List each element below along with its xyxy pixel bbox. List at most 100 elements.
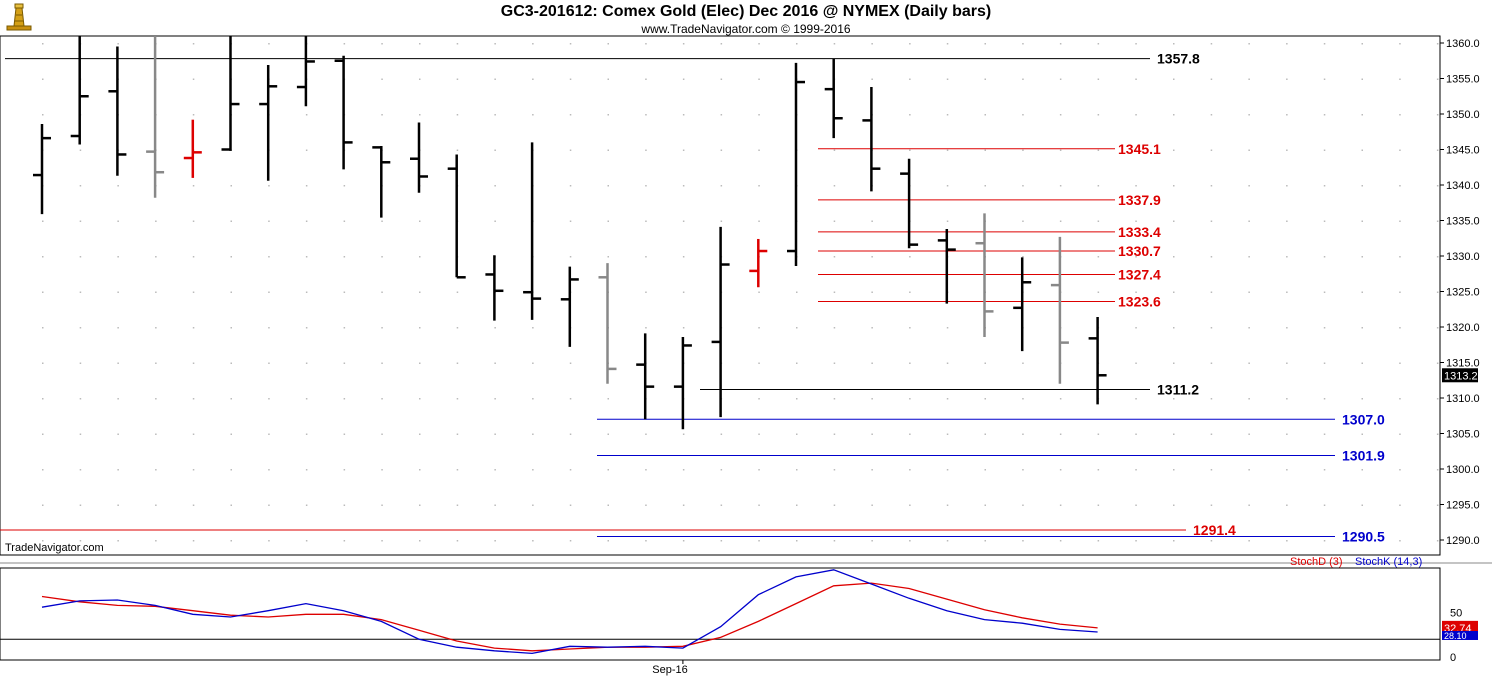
ohlc-bar — [183, 119, 202, 178]
grid-dot — [305, 540, 308, 542]
grid-dot — [1173, 220, 1175, 222]
grid-dot — [1399, 149, 1401, 151]
grid-dot — [1173, 327, 1175, 329]
grid-dot — [192, 43, 195, 45]
grid-dot — [946, 327, 949, 329]
grid-dot — [569, 469, 572, 471]
grid-dot — [419, 327, 421, 329]
grid-dot — [909, 78, 911, 80]
grid-dot — [79, 504, 82, 506]
grid-dot — [268, 540, 270, 542]
grid-dot — [1323, 114, 1326, 116]
grid-dot — [909, 114, 911, 116]
grid-dot — [1059, 149, 1062, 151]
grid-dot — [946, 433, 949, 435]
ohlc-bar — [975, 213, 994, 337]
grid-dot — [1173, 185, 1175, 187]
grid-dot — [1248, 362, 1250, 364]
grid-dot — [532, 327, 534, 329]
grid-dots — [42, 43, 1439, 542]
grid-dot — [343, 185, 346, 187]
price-bars[interactable] — [33, 36, 1107, 430]
price-panel-border — [0, 35, 1441, 556]
ohlc-bar — [673, 336, 692, 430]
grid-dot — [1436, 291, 1439, 293]
grid-dot — [1361, 469, 1363, 471]
grid-dot — [682, 433, 685, 435]
grid-dot — [1173, 78, 1175, 80]
level-label: 1307.0 — [1342, 411, 1385, 427]
grid-dot — [1323, 291, 1326, 293]
grid-dot — [946, 469, 949, 471]
grid-dot — [117, 469, 119, 471]
grid-dot — [796, 291, 798, 293]
grid-dot — [720, 504, 723, 506]
grid-dot — [1286, 504, 1288, 506]
grid-dot — [1248, 78, 1250, 80]
grid-dot — [796, 398, 798, 400]
grid-dot — [720, 78, 723, 80]
grid-dot — [909, 504, 911, 506]
grid-dot — [682, 504, 685, 506]
grid-dot — [1210, 78, 1213, 80]
grid-dot — [569, 398, 572, 400]
grid-dot — [419, 398, 421, 400]
ohlc-bar — [447, 154, 466, 279]
grid-dot — [1399, 433, 1401, 435]
grid-dot — [1097, 149, 1100, 151]
lighthouse-icon[interactable] — [4, 2, 34, 32]
ohlc-bar — [749, 238, 768, 288]
grid-dot — [1361, 540, 1363, 542]
grid-dot — [1210, 327, 1213, 329]
chart-frame — [0, 35, 1492, 664]
y-tick-label: 1330.0 — [1446, 251, 1480, 263]
ohlc-bar — [221, 36, 240, 151]
chart-header: GC3-201612: Comex Gold (Elec) Dec 2016 @… — [0, 0, 1492, 36]
grid-dot — [494, 327, 496, 329]
grid-dot — [117, 433, 119, 435]
grid-dot — [419, 256, 421, 258]
grid-dot — [1173, 433, 1175, 435]
grid-dot — [569, 114, 572, 116]
grid-dot — [79, 469, 82, 471]
grid-dot — [607, 185, 609, 187]
grid-dot — [268, 362, 270, 364]
grid-dot — [532, 504, 534, 506]
grid-dot — [1135, 185, 1137, 187]
grid-dot — [607, 220, 609, 222]
grid-dot — [758, 362, 760, 364]
grid-dot — [946, 504, 949, 506]
grid-dot — [155, 362, 157, 364]
level-label: 1327.4 — [1118, 266, 1161, 282]
last-price-label: 1313.2 — [1444, 370, 1478, 382]
grid-dot — [833, 43, 836, 45]
grid-dot — [42, 291, 44, 293]
grid-dot — [758, 220, 760, 222]
grid-dot — [1286, 78, 1288, 80]
grid-dot — [1022, 540, 1024, 542]
grid-dot — [305, 362, 308, 364]
grid-dot — [230, 220, 232, 222]
grid-dot — [871, 540, 873, 542]
grid-dot — [268, 220, 270, 222]
y-tick-label: 1350.0 — [1446, 109, 1480, 121]
grid-dot — [569, 256, 572, 258]
grid-dot — [42, 433, 44, 435]
grid-dot — [946, 43, 949, 45]
y-tick-label: 1355.0 — [1446, 74, 1480, 86]
grid-dot — [645, 78, 647, 80]
grid-dot — [1173, 398, 1175, 400]
grid-dot — [1248, 149, 1250, 151]
grid-dot — [494, 469, 496, 471]
grid-dot — [946, 149, 949, 151]
grid-dot — [79, 220, 82, 222]
grid-dot — [1135, 220, 1137, 222]
grid-dot — [117, 220, 119, 222]
grid-dot — [1361, 504, 1363, 506]
grid-dot — [1436, 398, 1439, 400]
grid-dot — [1323, 362, 1326, 364]
grid-dot — [268, 469, 270, 471]
grid-dot — [1173, 540, 1175, 542]
grid-dot — [343, 256, 346, 258]
